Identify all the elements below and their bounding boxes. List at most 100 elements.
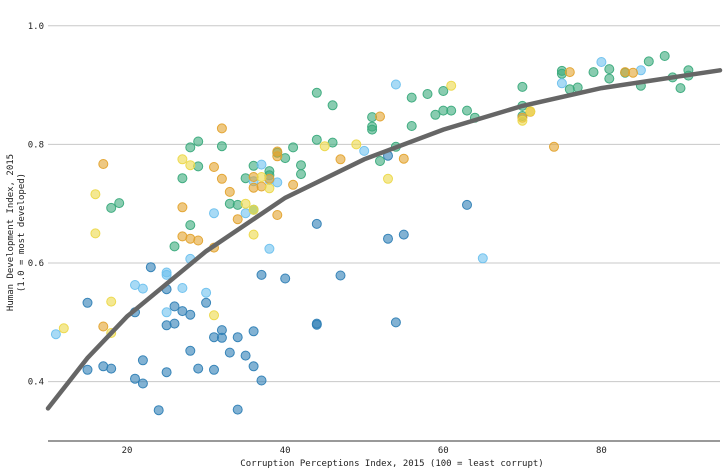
data-point <box>264 183 275 194</box>
data-point <box>185 345 196 356</box>
data-point <box>477 253 488 264</box>
data-point <box>90 228 101 239</box>
data-point <box>82 364 93 375</box>
data-point <box>351 139 362 150</box>
data-point <box>209 310 219 321</box>
data-point <box>58 323 69 334</box>
data-point <box>114 198 125 209</box>
data-point <box>216 123 227 134</box>
data-point <box>319 141 330 152</box>
data-point <box>296 160 306 171</box>
data-point <box>272 210 283 220</box>
data-point <box>201 297 212 308</box>
data-point <box>248 204 259 215</box>
data-point <box>169 301 180 312</box>
data-point <box>438 86 449 96</box>
data-point <box>588 67 599 78</box>
data-point <box>296 169 306 180</box>
y-tick-label: 1.0 <box>28 22 44 32</box>
data-point <box>446 80 457 91</box>
x-tick-label: 20 <box>122 446 133 456</box>
data-point <box>177 154 188 165</box>
data-point <box>390 79 401 90</box>
data-point <box>106 296 117 307</box>
data-point <box>169 241 180 252</box>
data-point <box>659 51 670 61</box>
data-point <box>462 105 472 116</box>
data-point <box>398 153 409 164</box>
data-point <box>169 318 180 329</box>
data-point <box>288 142 299 153</box>
data-point <box>232 332 243 343</box>
data-point <box>430 109 441 120</box>
x-tick-label: 60 <box>438 446 449 456</box>
data-point <box>406 92 417 103</box>
data-point <box>398 229 409 240</box>
data-point <box>193 235 204 246</box>
data-point <box>549 141 559 152</box>
data-point <box>643 56 654 67</box>
data-point <box>153 405 164 416</box>
data-point <box>161 307 172 318</box>
data-point <box>106 202 117 213</box>
x-tick-label: 40 <box>280 446 291 456</box>
data-point <box>248 229 259 240</box>
trend-line <box>45 68 723 411</box>
data-point <box>185 142 196 153</box>
data-point <box>98 159 109 169</box>
y-axis-ticks: 0.4 0.6 0.8 1.0 <box>28 22 44 388</box>
data-point <box>209 208 219 219</box>
data-point <box>383 173 393 184</box>
data-point <box>248 361 259 372</box>
data-point <box>201 287 212 298</box>
data-point <box>137 283 148 294</box>
data-point <box>216 332 227 343</box>
data-point <box>161 367 172 378</box>
data-point <box>256 269 267 280</box>
data-point <box>311 87 322 98</box>
data-point <box>106 363 117 374</box>
data-point <box>517 81 528 92</box>
data-point <box>130 373 140 384</box>
data-point <box>311 318 322 329</box>
data-point <box>256 172 267 182</box>
data-point <box>628 67 638 78</box>
data-point <box>446 105 457 116</box>
data-point <box>209 364 219 375</box>
data-point <box>82 297 93 308</box>
data-point <box>98 321 109 332</box>
data-point <box>335 270 346 281</box>
y-tick-label: 0.4 <box>28 378 44 388</box>
data-point <box>177 283 188 293</box>
data-point <box>406 121 417 131</box>
data-point <box>137 355 148 366</box>
data-point <box>604 73 615 84</box>
data-point <box>288 179 299 190</box>
x-axis-ticks: 20 40 60 80 <box>122 446 607 456</box>
data-point <box>256 375 267 386</box>
grid-lines <box>48 25 720 383</box>
data-point <box>240 350 251 361</box>
data-point <box>264 243 275 254</box>
data-point <box>177 202 188 213</box>
data-point <box>375 111 385 122</box>
data-point <box>177 173 188 184</box>
data-point <box>359 145 370 156</box>
data-point <box>224 347 235 358</box>
data-point <box>375 156 385 166</box>
data-point <box>248 326 259 337</box>
data-point <box>556 78 567 89</box>
y-tick-label: 0.6 <box>28 259 44 269</box>
data-point <box>311 218 322 229</box>
y-axis-sublabel: (1.0 = most developed) <box>17 173 27 292</box>
y-axis-label: Human Development Index, 2015 <box>6 154 16 311</box>
data-point <box>367 124 378 135</box>
data-point <box>564 67 575 78</box>
data-point <box>193 363 204 374</box>
data-point <box>272 151 283 162</box>
data-point <box>517 115 528 126</box>
data-point <box>50 329 61 340</box>
data-point <box>137 378 148 389</box>
data-point <box>311 134 322 145</box>
